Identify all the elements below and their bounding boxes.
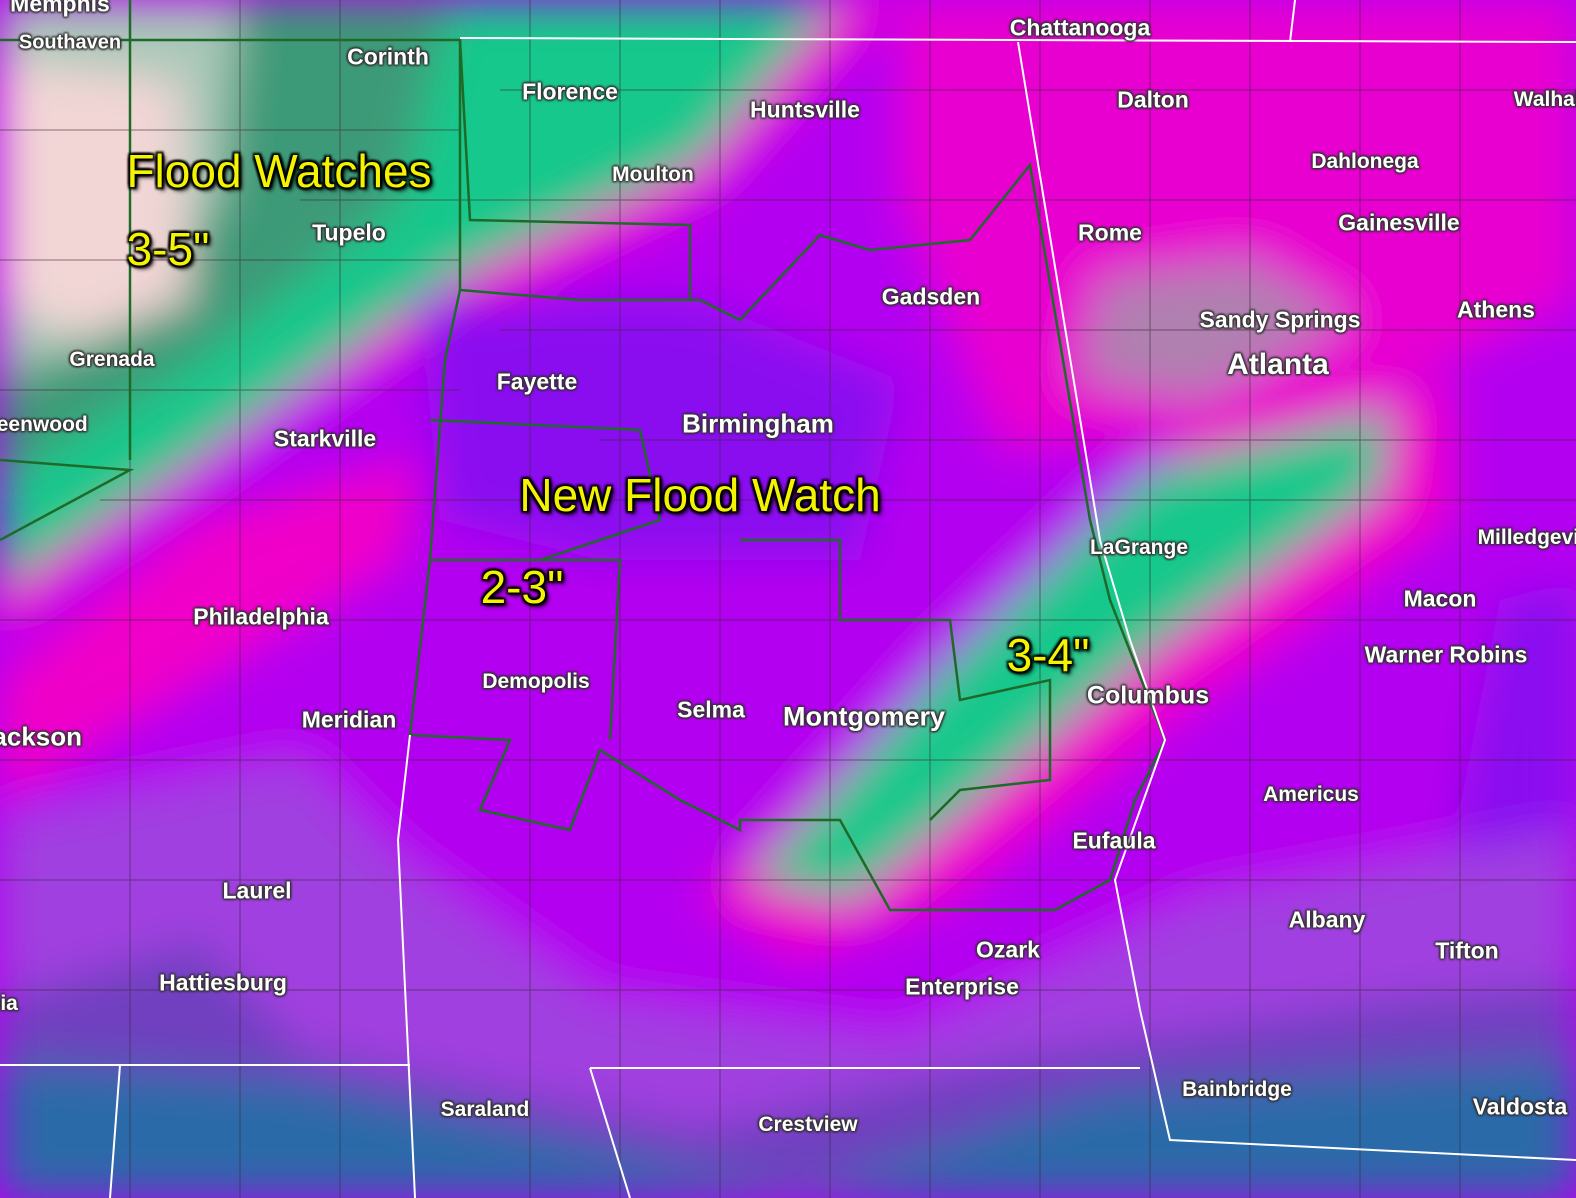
city-label: Greenwood	[0, 413, 88, 436]
city-label: Southaven	[18, 31, 122, 54]
city-label: Chattanooga	[1009, 14, 1151, 41]
city-label: Columbia	[0, 992, 18, 1015]
city-label: Milledgeville	[1477, 526, 1576, 549]
city-label: Rome	[1078, 219, 1142, 246]
city-label: Gadsden	[881, 283, 981, 310]
annotation-3-4-inches: 3-4"	[1006, 629, 1090, 681]
city-label: Birmingham	[682, 408, 834, 439]
city-label: Saraland	[440, 1098, 530, 1121]
city-label: Bainbridge	[1182, 1078, 1292, 1101]
annotation-new-flood-watch: New Flood Watch	[519, 469, 881, 521]
city-label: Enterprise	[905, 973, 1019, 1000]
city-label: Macon	[1403, 585, 1477, 612]
city-label: Tupelo	[312, 219, 386, 246]
city-label: Fayette	[496, 368, 578, 395]
city-label: Warner Robins	[1364, 641, 1528, 668]
city-label: Athens	[1457, 296, 1535, 323]
city-label: LaGrange	[1089, 536, 1189, 559]
city-label: Ozark	[976, 936, 1040, 963]
city-label: Jackson	[0, 721, 83, 752]
city-label: Selma	[677, 696, 745, 723]
city-label: Gainesville	[1338, 209, 1460, 236]
annotation-3-5-inches: 3-5"	[126, 223, 210, 275]
city-label: Hattiesburg	[159, 969, 287, 996]
annotation-2-3-inches: 2-3"	[480, 561, 564, 613]
city-label: Florence	[522, 78, 618, 105]
city-label: Crestview	[758, 1113, 858, 1136]
city-label: Albany	[1288, 906, 1366, 933]
city-label: Tifton	[1435, 937, 1499, 964]
city-label: Meridian	[301, 706, 397, 733]
city-label: Dahlonega	[1311, 150, 1419, 173]
flood-watch-outline	[0, 0, 1167, 912]
city-label: Huntsville	[750, 96, 860, 123]
annotation-flood-watches: Flood Watches	[126, 145, 432, 197]
city-label: Philadelphia	[193, 603, 329, 630]
city-label: Corinth	[347, 43, 429, 70]
city-label: Grenada	[69, 348, 155, 371]
city-label: Atlanta	[1227, 348, 1329, 381]
city-label: Starkville	[273, 425, 377, 452]
city-label: Eufaula	[1072, 827, 1156, 854]
city-label: Columbus	[1086, 681, 1210, 710]
city-label: Laurel	[222, 877, 292, 904]
city-label: Moulton	[612, 163, 694, 186]
city-label: Montgomery	[783, 701, 945, 732]
city-label: Americus	[1263, 783, 1359, 806]
city-label: Memphis	[10, 0, 110, 17]
city-label: Dalton	[1117, 86, 1189, 113]
city-label: Sandy Springs	[1199, 306, 1361, 333]
city-label: Valdosta	[1472, 1093, 1568, 1120]
city-label: Walhalla	[1513, 88, 1576, 111]
city-label: Demopolis	[482, 670, 590, 693]
